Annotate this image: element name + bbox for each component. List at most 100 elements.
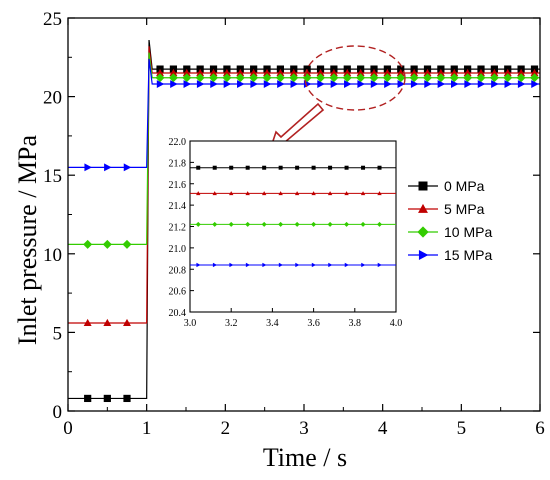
data-point <box>84 163 92 172</box>
data-point <box>370 80 379 88</box>
data-point <box>102 239 112 249</box>
inset-x-tick-label: 3.2 <box>225 318 238 329</box>
data-point <box>476 73 486 83</box>
inset-y-tick-label: 21.6 <box>169 180 187 191</box>
x-tick-label: 5 <box>457 418 467 439</box>
inset-data-point <box>294 221 300 227</box>
data-point <box>290 80 299 88</box>
legend-marker <box>417 226 429 238</box>
inset-data-point <box>327 221 333 227</box>
inset-y-tick-label: 21.0 <box>169 244 187 255</box>
data-point <box>317 80 325 88</box>
inset-data-point <box>294 191 300 196</box>
inset-data-point <box>212 191 217 196</box>
inset-data-point <box>196 165 201 170</box>
inset-x-tick-label: 3.8 <box>349 318 362 329</box>
data-point <box>123 394 131 403</box>
data-point <box>83 318 92 327</box>
inset-x-tick-label: 3.0 <box>184 318 197 329</box>
inset-data-point <box>212 262 218 268</box>
data-point <box>263 80 272 88</box>
data-point <box>517 68 526 77</box>
data-point <box>396 73 406 83</box>
data-point <box>449 73 459 83</box>
data-point <box>463 68 472 77</box>
data-point <box>384 80 392 88</box>
inset-y-tick-label: 20.8 <box>169 265 187 276</box>
x-tick-label: 0 <box>63 418 73 439</box>
data-point <box>436 73 446 83</box>
main-plot: 0 1 2 3 4 5 6 0 5 10 15 20 25 <box>43 9 545 439</box>
data-point <box>491 80 499 88</box>
legend-entry: 0 MPa <box>408 178 485 194</box>
data-point <box>196 80 205 88</box>
inset-data-point <box>377 165 382 170</box>
x-tick-label: 6 <box>535 418 545 439</box>
inset-y-tick-label: 21.4 <box>169 201 187 212</box>
inset-x-tick-label: 3.6 <box>307 318 320 329</box>
inset-data-point <box>295 262 300 268</box>
data-point <box>210 80 218 88</box>
inset-data-point <box>262 165 267 170</box>
y-tick-label: 10 <box>43 245 62 266</box>
data-point <box>477 68 485 77</box>
legend-entry: 10 MPa <box>408 224 492 240</box>
x-axis-title: Time / s <box>263 443 347 472</box>
data-point <box>222 73 232 83</box>
legend-marker <box>418 181 428 191</box>
inset-data-point <box>278 165 283 170</box>
data-point <box>289 73 299 83</box>
inset-data-point <box>344 165 349 170</box>
data-point <box>357 80 365 88</box>
inset-data-point <box>328 262 333 268</box>
data-point <box>262 73 272 83</box>
inset-y-tick-label: 20.4 <box>169 308 187 319</box>
data-point <box>504 80 513 88</box>
data-point <box>196 68 205 77</box>
inset-data-point <box>245 191 250 196</box>
legend-marker <box>418 250 429 260</box>
inset-data-point <box>196 262 201 268</box>
data-point <box>423 68 432 77</box>
inset-data-point <box>311 221 317 227</box>
data-point <box>517 80 526 88</box>
data-point <box>477 80 486 88</box>
inset-data-point <box>196 191 201 196</box>
data-point <box>409 73 419 83</box>
data-point <box>410 80 419 88</box>
data-point <box>276 68 285 77</box>
legend-entry: 15 MPa <box>408 247 492 263</box>
inset-data-point <box>228 221 234 227</box>
legend: 0 MPa 5 MPa 10 MPa 15 MPa <box>408 178 492 263</box>
data-point <box>236 68 245 77</box>
data-point <box>84 394 92 403</box>
data-point <box>122 239 132 249</box>
data-point <box>170 80 178 88</box>
data-point <box>370 68 378 77</box>
inset-series-10-mpa <box>190 221 396 227</box>
data-point <box>103 394 111 403</box>
inset-y-tick-label: 21.2 <box>169 223 187 234</box>
y-tick-label: 20 <box>43 88 62 109</box>
inset-data-point <box>278 262 284 268</box>
inset-data-point <box>261 221 267 227</box>
data-point <box>529 73 539 83</box>
data-point <box>168 73 178 83</box>
data-point <box>383 68 392 77</box>
data-point <box>330 80 339 88</box>
series-10-mpa <box>68 52 540 249</box>
data-point <box>195 73 205 83</box>
inset-data-point <box>262 262 267 268</box>
inset-data-point <box>361 165 366 170</box>
inset-y-tick-label: 22.0 <box>169 137 187 148</box>
data-point <box>156 80 165 88</box>
data-point <box>531 80 539 88</box>
data-point <box>530 68 539 77</box>
data-point <box>437 80 446 88</box>
inset-data-point <box>229 262 234 268</box>
inset-data-point <box>360 191 366 196</box>
legend-label: 5 MPa <box>444 201 485 217</box>
x-tick-label: 1 <box>142 418 152 439</box>
data-point <box>169 68 178 77</box>
x-tick-label: 2 <box>221 418 231 439</box>
